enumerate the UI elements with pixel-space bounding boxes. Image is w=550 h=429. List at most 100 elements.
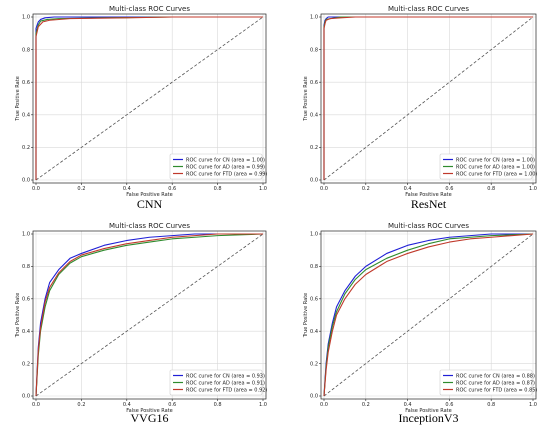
chart-title: Multi-class ROC Curves	[109, 222, 190, 230]
x-tick-label: 0.2	[77, 402, 85, 408]
roc-series-line	[35, 16, 263, 180]
legend: ROC curve for CN (area = 0.88)ROC curve …	[439, 369, 537, 396]
roc-series-line	[35, 233, 263, 397]
legend: ROC curve for CN (area = 0.93)ROC curve …	[169, 369, 267, 396]
legend-entry: ROC curve for AD (area = 0.99)	[186, 164, 265, 170]
x-tick-label: 0.4	[123, 186, 131, 192]
legend-entry: ROC curve for AD (area = 1.00)	[456, 164, 535, 170]
x-tick-label: 0.0	[320, 402, 328, 408]
x-axis-label: False Positive Rate	[126, 192, 172, 198]
y-tick-label: 1.0	[22, 232, 30, 238]
legend-box	[439, 369, 533, 396]
y-tick-label: 0.4	[22, 113, 30, 119]
x-axis-label: False Positive Rate	[405, 408, 451, 414]
legend-entry: ROC curve for CN (area = 1.00)	[186, 157, 265, 163]
legend-entry: ROC curve for CN (area = 0.93)	[186, 373, 265, 379]
y-tick-label: 0.2	[310, 361, 318, 367]
y-tick-label: 1.0	[310, 232, 318, 238]
y-axis-label: True Positive Rate	[303, 293, 309, 339]
y-tick-label: 0.8	[22, 264, 30, 270]
panel-caption: VVG16	[131, 411, 169, 425]
legend-entry: ROC curve for AD (area = 0.87)	[456, 380, 535, 386]
x-tick-label: 0.6	[445, 402, 453, 408]
y-tick-label: 0.8	[310, 47, 318, 53]
roc-panel-4: 0.0 0.2 0.4 0.6 0.8 1.0 0.0 0.2 0.4 0.6 0.8 1.0 Mult…	[303, 222, 537, 425]
roc-series-line	[323, 16, 533, 180]
roc-panel-2: 0.0 0.2 0.4 0.6 0.8 1.0 0.0 0.2 0.4 0.6 0.8 1.0 Mult…	[303, 5, 537, 211]
y-tick-label: 0.4	[22, 329, 30, 335]
y-tick-label: 1.0	[22, 15, 30, 21]
y-tick-label: 0.6	[22, 80, 30, 86]
legend-entry: ROC curve for AD (area = 0.91)	[186, 380, 265, 386]
legend-entry: ROC curve for FTD (area = 0.92)	[186, 387, 267, 393]
x-axis-label: False Positive Rate	[405, 192, 451, 198]
chart-title: Multi-class ROC Curves	[388, 222, 469, 230]
legend-entry: ROC curve for FTD (area = 0.85)	[456, 387, 537, 393]
x-tick-label: 0.8	[487, 402, 495, 408]
x-tick-label: 0.0	[320, 186, 328, 192]
y-tick-label: 0.0	[22, 178, 30, 184]
roc-series-line	[35, 233, 263, 397]
x-tick-label: 1.0	[259, 186, 267, 192]
roc-series-line	[323, 233, 534, 397]
x-tick-label: 0.6	[168, 402, 176, 408]
panel-caption: InceptionV3	[399, 411, 459, 425]
x-tick-label: 0.4	[123, 402, 131, 408]
x-tick-label: 1.0	[259, 402, 267, 408]
roc-series-line	[323, 233, 533, 397]
x-tick-label: 0.6	[168, 186, 176, 192]
plot-frame	[32, 13, 267, 184]
y-tick-label: 0.8	[310, 264, 318, 270]
legend-entry: ROC curve for CN (area = 0.88)	[456, 373, 535, 379]
plot-frame	[320, 13, 537, 184]
legend-box	[169, 369, 263, 396]
x-tick-label: 0.0	[32, 402, 40, 408]
x-tick-label: 0.4	[404, 186, 412, 192]
x-tick-label: 0.6	[445, 186, 453, 192]
legend: ROC curve for CN (area = 1.00)ROC curve …	[169, 153, 267, 180]
y-tick-label: 0.8	[22, 47, 30, 53]
roc-panel-3: 0.0 0.2 0.4 0.6 0.8 1.0 0.0 0.2 0.4 0.6 0.8 1.0 Mult…	[15, 222, 267, 425]
legend-entry: ROC curve for CN (area = 1.00)	[456, 157, 535, 163]
x-tick-label: 0.0	[32, 186, 40, 192]
x-axis-label: False Positive Rate	[126, 408, 172, 414]
y-tick-label: 0.6	[310, 297, 318, 303]
y-axis-label: True Positive Rate	[303, 76, 309, 122]
y-tick-label: 0.2	[310, 145, 318, 151]
x-tick-label: 0.2	[362, 402, 370, 408]
panel-caption: CNN	[137, 197, 163, 211]
y-tick-label: 0.2	[22, 145, 30, 151]
y-tick-label: 0.0	[310, 394, 318, 400]
y-tick-label: 0.0	[310, 178, 318, 184]
y-tick-label: 0.4	[310, 113, 318, 119]
x-tick-label: 0.2	[362, 186, 370, 192]
legend-box	[439, 153, 533, 180]
chance-diagonal	[35, 233, 264, 397]
roc-series-line	[35, 233, 264, 397]
legend: ROC curve for CN (area = 1.00)ROC curve …	[439, 153, 537, 180]
panel-caption: ResNet	[411, 197, 447, 211]
y-tick-label: 0.0	[22, 394, 30, 400]
chart-title: Multi-class ROC Curves	[109, 5, 190, 13]
chance-diagonal	[35, 16, 264, 181]
y-tick-label: 0.6	[22, 297, 30, 303]
y-tick-label: 0.6	[310, 80, 318, 86]
x-tick-label: 0.8	[214, 186, 222, 192]
x-tick-label: 0.2	[77, 186, 85, 192]
x-tick-label: 0.4	[404, 402, 412, 408]
y-tick-label: 0.4	[310, 329, 318, 335]
x-tick-label: 1.0	[529, 186, 537, 192]
legend-box	[169, 153, 263, 180]
chart-title: Multi-class ROC Curves	[388, 5, 469, 13]
x-tick-label: 0.8	[214, 402, 222, 408]
legend-entry: ROC curve for FTD (area = 1.00)	[456, 171, 537, 177]
x-tick-label: 0.8	[487, 186, 495, 192]
roc-series-line	[323, 233, 534, 397]
plot-frame	[32, 230, 267, 400]
y-tick-label: 0.2	[22, 361, 30, 367]
roc-panel-1: 0.0 0.2 0.4 0.6 0.8 1.0 0.0 0.2 0.4 0.6 0.8 1.0 Mult…	[15, 5, 267, 211]
legend-entry: ROC curve for FTD (area = 0.99)	[186, 171, 267, 177]
plot-frame	[320, 230, 537, 400]
y-axis-label: True Positive Rate	[15, 76, 21, 122]
